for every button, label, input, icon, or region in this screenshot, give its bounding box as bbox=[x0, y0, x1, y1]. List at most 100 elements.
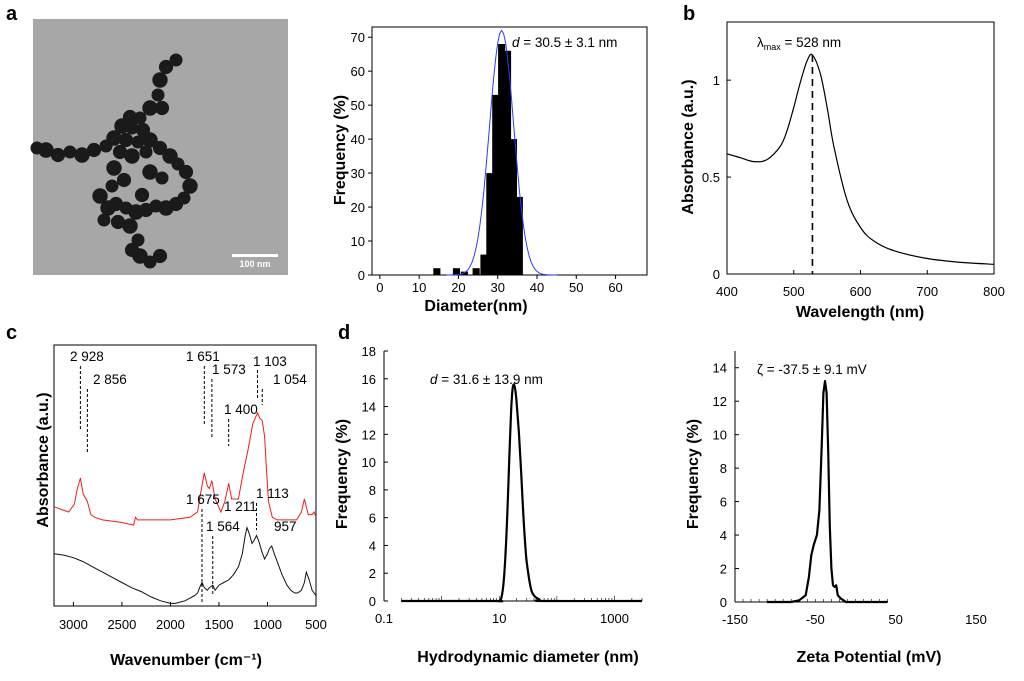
tem-particle bbox=[100, 200, 116, 216]
tem-particle bbox=[118, 132, 134, 148]
tem-particle bbox=[134, 187, 150, 203]
tem-particle bbox=[169, 53, 183, 67]
uv-vis-spectrum-chart: 400 500 600 700 800 0 0.5 1 Wavelength (nm) Absor… bbox=[680, 21, 1005, 321]
dls-annotation-value: = 31.6 ± 13.9 nm bbox=[438, 372, 543, 387]
histogram-y-tick-label: 30 bbox=[351, 166, 365, 181]
tem-particle bbox=[155, 171, 169, 185]
dls-y-tick-label: 16 bbox=[362, 372, 376, 387]
ftir-x-tick-label: 2000 bbox=[156, 617, 185, 632]
ftir-peak-label: 1 651 bbox=[186, 349, 220, 364]
ftir-peak-label: 957 bbox=[274, 519, 297, 534]
histogram-bar bbox=[492, 94, 500, 276]
zeta-x-tick-label: 150 bbox=[965, 612, 987, 627]
tem-particle bbox=[125, 121, 139, 135]
histogram-y-tick-label: 40 bbox=[351, 132, 365, 147]
dls-y-tick-label: 12 bbox=[362, 427, 376, 442]
histogram-x-tick-label: 20 bbox=[451, 280, 465, 295]
tem-particle bbox=[132, 248, 148, 264]
dls-y-tick-label: 14 bbox=[362, 400, 376, 415]
uv-y-tick-label: 1 bbox=[713, 73, 720, 88]
histogram-y-tick-label: 20 bbox=[351, 200, 365, 215]
ftir-reference-spectrum-line bbox=[53, 525, 317, 604]
histogram-y-tick-label: 0 bbox=[358, 268, 365, 283]
tem-particle bbox=[143, 255, 157, 269]
ftir-plot-frame bbox=[53, 344, 317, 607]
ftir-peak-label: 1 675 bbox=[186, 492, 220, 507]
tem-particle bbox=[92, 188, 108, 204]
tem-particle bbox=[122, 218, 138, 234]
uv-y-tick-label: 0 bbox=[713, 267, 720, 282]
dls-size-annotation: d = 31.6 ± 13.9 nm bbox=[430, 372, 543, 387]
tem-particle bbox=[74, 147, 90, 163]
dls-y-tick-label: 0 bbox=[369, 594, 376, 609]
histogram-bar bbox=[433, 268, 441, 275]
zeta-y-axis-title: Frequency (%) bbox=[685, 419, 702, 529]
tem-particle bbox=[152, 248, 168, 264]
dls-annotation-symbol: d bbox=[430, 372, 438, 387]
histogram-y-tick-label: 60 bbox=[351, 64, 365, 79]
histogram-x-tick-label: 60 bbox=[608, 280, 622, 295]
dls-y-tick-label: 8 bbox=[369, 483, 376, 498]
ftir-x-tick-label: 500 bbox=[305, 617, 327, 632]
tem-micrograph: 100 nm bbox=[30, 19, 288, 275]
tem-particle bbox=[124, 148, 140, 164]
tem-particle bbox=[112, 144, 128, 160]
zeta-x-tick-label: -150 bbox=[722, 612, 748, 627]
tem-particle bbox=[105, 179, 119, 193]
tem-particle bbox=[178, 164, 194, 180]
tem-particle bbox=[110, 214, 126, 230]
ftir-peak-label: 1 054 bbox=[273, 372, 307, 387]
histogram-bar bbox=[486, 173, 494, 275]
histogram-bar bbox=[498, 44, 506, 275]
histogram-x-tick-label: 50 bbox=[569, 280, 583, 295]
histogram-x-tick-label: 10 bbox=[412, 280, 426, 295]
histogram-bar bbox=[480, 254, 488, 275]
ftir-x-tick-label: 1000 bbox=[253, 617, 282, 632]
tem-particle bbox=[50, 147, 66, 163]
tem-particle bbox=[142, 100, 158, 116]
ftir-peak-label: 2 928 bbox=[70, 349, 104, 364]
histogram-annotation-value: = 30.5 ± 3.1 nm bbox=[520, 35, 618, 50]
tem-particle bbox=[63, 145, 77, 159]
ftir-x-tick-label: 2500 bbox=[107, 617, 136, 632]
dls-y-tick-label: 4 bbox=[369, 538, 376, 553]
histogram-bar bbox=[452, 268, 460, 275]
tem-particle bbox=[139, 145, 153, 159]
uv-x-tick-label: 400 bbox=[716, 284, 738, 299]
uv-lambda-max-annotation: λmax = 528 nm bbox=[757, 35, 841, 52]
uv-y-axis-title: Absorbance (a.u.) bbox=[680, 79, 697, 214]
dls-x-tick-label: 0.1 bbox=[375, 611, 393, 626]
zeta-y-tick-label: 14 bbox=[713, 361, 727, 376]
tem-particle bbox=[99, 139, 113, 153]
ftir-coated-spectrum-line bbox=[53, 411, 317, 526]
zeta-y-tick-label: 4 bbox=[720, 528, 727, 543]
tem-particle bbox=[154, 100, 170, 116]
ftir-peak-label: 1 103 bbox=[253, 354, 287, 369]
zeta-distribution-curve bbox=[767, 380, 888, 604]
ftir-y-axis-title: Absorbance (a.u.) bbox=[35, 392, 52, 527]
zeta-y-tick-label: 0 bbox=[720, 595, 727, 610]
tem-particle bbox=[158, 59, 174, 75]
tem-nanoparticles bbox=[30, 53, 198, 269]
uv-y-tick-label: 0.5 bbox=[702, 170, 720, 185]
uv-x-tick-label: 700 bbox=[916, 284, 938, 299]
histogram-y-tick-label: 70 bbox=[351, 30, 365, 45]
panel-letter-d: d bbox=[338, 322, 350, 344]
dls-x-tick-label: 1000 bbox=[600, 611, 629, 626]
tem-particle bbox=[182, 178, 198, 194]
histogram-bar bbox=[504, 50, 512, 275]
histogram-y-axis-title: Frequency (%) bbox=[332, 95, 349, 205]
uv-annotation-symbol: λ bbox=[757, 35, 764, 50]
ftir-peak-label: 1 400 bbox=[224, 402, 258, 417]
uv-annotation-value: = 528 nm bbox=[781, 35, 841, 50]
tem-particle bbox=[30, 141, 44, 155]
uv-x-tick-label: 800 bbox=[983, 284, 1005, 299]
zeta-x-axis-title: Zeta Potential (mV) bbox=[797, 649, 942, 666]
dls-y-tick-label: 2 bbox=[369, 566, 376, 581]
panel-letter-a: a bbox=[6, 3, 18, 25]
histogram-x-axis-title: Diameter(nm) bbox=[424, 298, 527, 315]
zeta-y-tick-label: 2 bbox=[720, 562, 727, 577]
tem-particle bbox=[133, 111, 147, 125]
size-histogram-chart: 0 10 20 30 40 50 60 0 10 20 30 40 50 60 70 Diameter(nm)… bbox=[332, 26, 648, 315]
